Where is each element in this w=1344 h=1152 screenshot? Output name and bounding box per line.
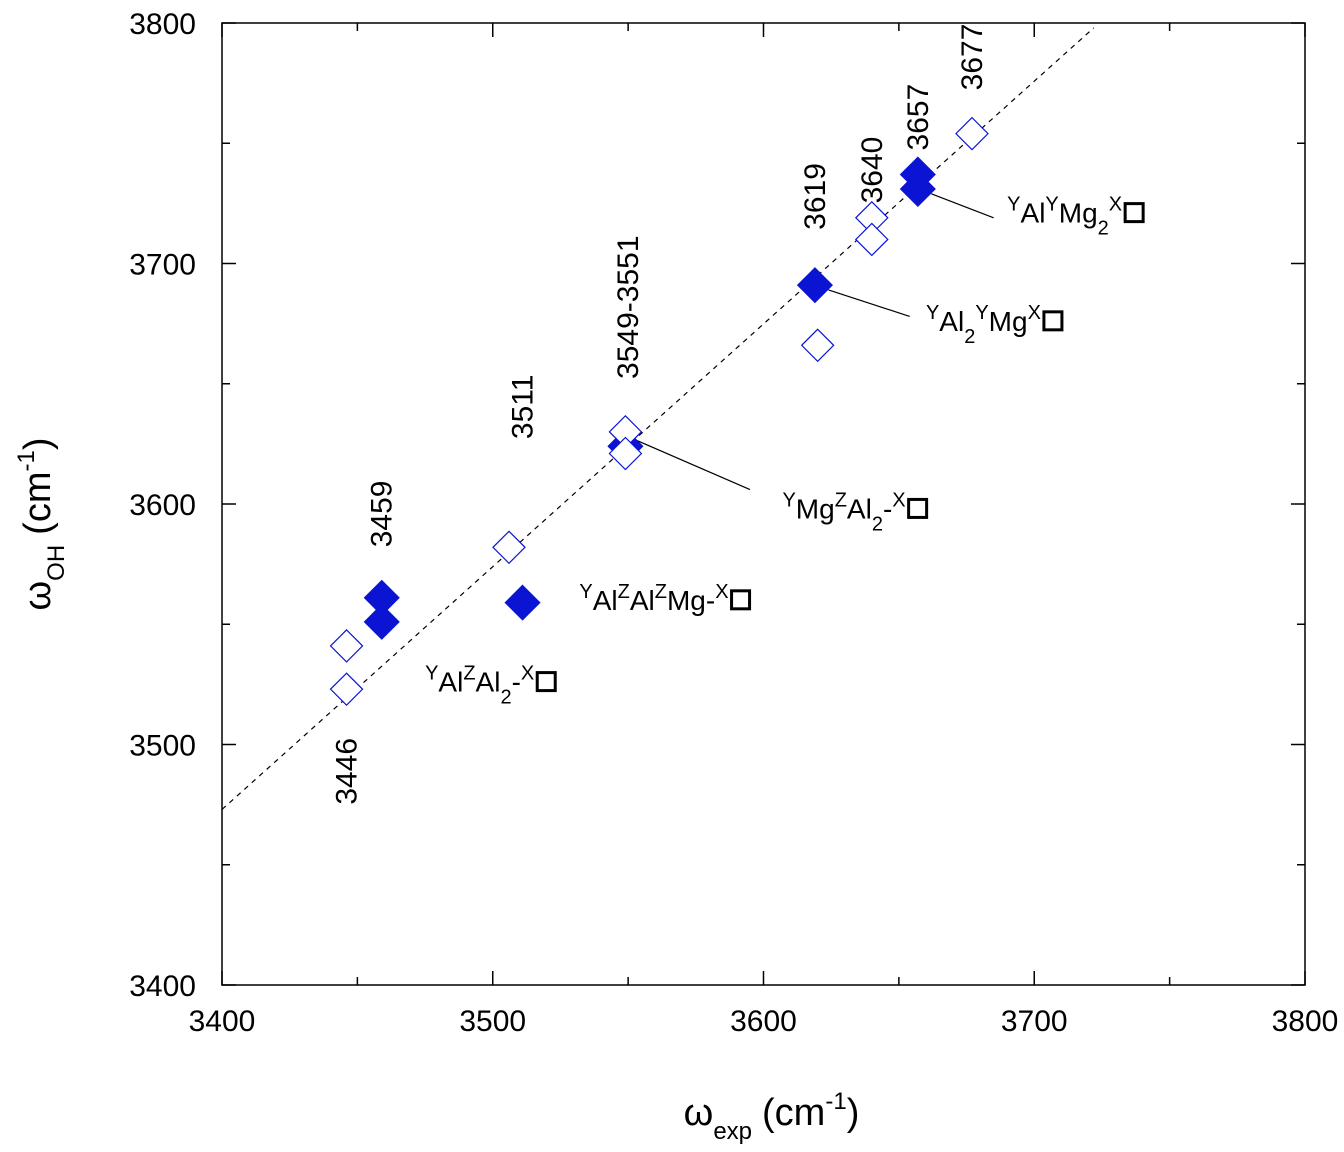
- peak-label: 3677: [956, 24, 989, 91]
- superscript: Y: [975, 302, 988, 324]
- label-text: Al: [593, 585, 618, 616]
- superscript: Z: [463, 663, 475, 685]
- assignment-label: YAlYMg2X: [1007, 194, 1122, 240]
- y-tick-label: 3400: [129, 970, 196, 1003]
- label-text: Al: [630, 585, 655, 616]
- peak-label: 3459: [366, 481, 399, 548]
- x-tick-label: 3400: [189, 1005, 256, 1038]
- subscript: 2: [964, 326, 975, 348]
- data-point-open: [329, 629, 364, 663]
- peak-label: 3619: [799, 163, 832, 230]
- data-point-open: [854, 222, 889, 257]
- y-axis-unit-exponent: -1: [13, 450, 40, 471]
- assignment-label: YAlZAl2-X: [425, 663, 534, 709]
- assignment-label: YAlZAlZMg-X: [579, 581, 728, 616]
- assignment-label: YAl2YMgX: [926, 302, 1041, 348]
- label-text: Mg-: [667, 585, 715, 616]
- subscript: 2: [500, 687, 511, 709]
- peak-label: 3446: [331, 738, 364, 805]
- superscript: Y: [1045, 194, 1058, 216]
- leader-line: [828, 289, 910, 317]
- label-text: Mg: [796, 493, 835, 524]
- vacancy-square: [1042, 310, 1064, 332]
- label-text: Al: [1021, 198, 1046, 229]
- superscript: Y: [1007, 194, 1020, 216]
- y-tick-label: 3800: [129, 8, 196, 41]
- data-point-filled: [504, 584, 541, 621]
- y-axis-unit: (cm: [17, 472, 59, 535]
- label-text: Mg: [989, 306, 1028, 337]
- superscript: Z: [835, 489, 847, 511]
- data-point-open: [608, 436, 643, 471]
- superscript: X: [892, 489, 905, 511]
- superscript: X: [521, 663, 534, 685]
- x-axis-unit-close: ): [847, 1092, 860, 1134]
- leader-line: [931, 193, 994, 219]
- leader-lines-group: [633, 193, 994, 491]
- label-text: -: [883, 493, 892, 524]
- label-text: Al: [939, 306, 964, 337]
- y-axis-symbol: ω: [17, 581, 59, 611]
- x-axis-symbol: ω: [684, 1092, 714, 1134]
- label-text: Al: [847, 493, 872, 524]
- subscript: 2: [872, 513, 883, 535]
- peak-label: 3640: [856, 137, 889, 204]
- x-axis-subscript: exp: [713, 1118, 752, 1145]
- superscript: Z: [618, 581, 630, 603]
- x-axis-unit-exponent: -1: [825, 1088, 846, 1115]
- x-axis-unit: (cm: [762, 1092, 825, 1134]
- data-point-filled: [363, 603, 400, 640]
- x-tick-label: 3500: [459, 1005, 526, 1038]
- y-tick-label: 3700: [129, 249, 196, 282]
- peak-label: 3549-3551: [612, 235, 645, 378]
- label-text: Mg: [1059, 198, 1098, 229]
- superscript: Z: [655, 581, 667, 603]
- leader-line: [633, 438, 751, 491]
- vacancy-square: [907, 497, 929, 519]
- superscript: Y: [579, 581, 592, 603]
- superscript: X: [1028, 302, 1041, 324]
- superscript: X: [715, 581, 728, 603]
- data-point-open: [955, 116, 989, 151]
- points-group: [329, 116, 989, 707]
- peak-label: 3511: [507, 375, 540, 440]
- data-point-filled: [899, 170, 936, 208]
- y-axis-unit-close: ): [17, 438, 59, 451]
- y-tick-label: 3500: [129, 730, 196, 763]
- y-axis-subscript: OH: [43, 545, 70, 581]
- x-tick-label: 3600: [730, 1005, 797, 1038]
- data-point-open: [492, 530, 526, 565]
- subscript: 2: [1098, 218, 1109, 240]
- x-tick-label: 3800: [1272, 1005, 1339, 1038]
- vacancy-square: [1123, 202, 1145, 224]
- vacancy-square: [535, 671, 557, 693]
- label-text: Al: [476, 667, 501, 698]
- data-point-open: [329, 672, 364, 707]
- x-axis-title: ωexp (cm-1): [684, 1088, 860, 1145]
- data-point-open: [800, 328, 835, 363]
- peak-label: 3657: [902, 84, 935, 151]
- label-text: Al: [438, 667, 463, 698]
- vacancy-square: [730, 589, 752, 611]
- data-point-filled: [796, 267, 834, 304]
- y-axis-title: ωOH (cm-1): [13, 438, 70, 611]
- superscript: X: [1109, 194, 1122, 216]
- x-tick-label: 3700: [1001, 1005, 1068, 1038]
- superscript: Y: [926, 302, 939, 324]
- superscript: Y: [782, 489, 795, 511]
- y-tick-label: 3600: [129, 489, 196, 522]
- ticks-group: 3400 3500 3600 3700 3800 3400 3500 3600 3700 3800: [129, 8, 1338, 1038]
- label-text: -: [512, 667, 521, 698]
- assignment-label: YMgZAl2-X: [782, 489, 905, 535]
- superscript: Y: [425, 663, 438, 685]
